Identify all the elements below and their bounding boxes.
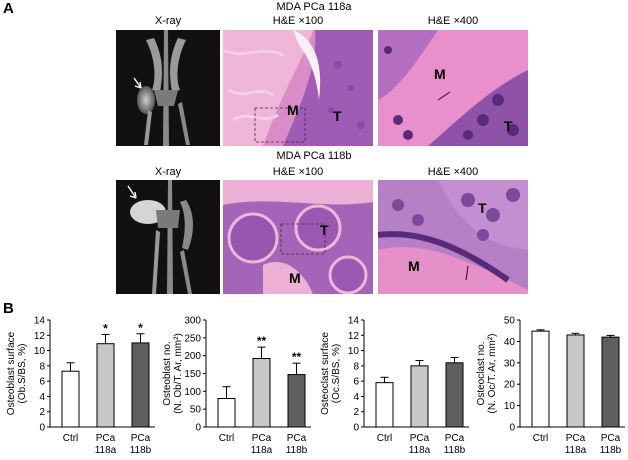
y-tick-label: 0: [39, 423, 45, 434]
y-tick-label: 40: [504, 337, 516, 348]
panel-b-letter: B: [3, 300, 14, 317]
y-tick-label: 4: [39, 392, 45, 403]
category-label-0: Ctrl: [533, 433, 549, 444]
y-tick-label: 14: [348, 316, 360, 327]
y-tick-label: 250: [184, 333, 201, 344]
row2-he100-label: H&E ×100: [272, 166, 324, 178]
y-tick-label: 12: [34, 331, 46, 342]
chart-osteoclast-number: Osteoclast no.(N. Oc/T. Ar, mm²) 0 10 20 30 4…: [476, 316, 625, 456]
row1-he100-image: M T: [223, 30, 373, 146]
bar-0: [217, 397, 236, 428]
y-tick-label: 30: [504, 358, 516, 369]
y-tick-label: 12: [348, 331, 360, 342]
category-sublabel-2: 118b: [130, 445, 152, 456]
category-label-1: PCa: [252, 433, 272, 444]
significance-marker-1: **: [257, 334, 267, 348]
row2-he100-label-t: T: [320, 222, 329, 238]
row2-title: MDA PCa 118b: [276, 150, 352, 162]
y-tick-label: 8: [353, 361, 359, 372]
row2-he100-label-m: M: [289, 270, 301, 286]
category-label-0: Ctrl: [219, 433, 235, 444]
y-tick-label: 10: [34, 346, 46, 357]
y-tick-label: 10: [348, 346, 360, 357]
category-label-2: PCa: [131, 433, 151, 444]
y-tick-label: 10: [504, 401, 516, 412]
row2-he400-label: H&E ×400: [427, 166, 479, 178]
y-tick-label: 50: [504, 316, 516, 327]
category-sublabel-2: 118b: [286, 445, 308, 456]
y-tick-label: 50: [190, 405, 202, 416]
row1-he400-image: M T: [378, 30, 528, 146]
y-tick-label: 0: [195, 423, 201, 434]
bar-0: [531, 330, 550, 428]
row1-he400-label-t: T: [504, 118, 513, 134]
chart-osteoblast-surface: Osteoblast surface(Ob.S/BS, %) 0 2 4 6 8 10 12 1…: [6, 316, 155, 456]
category-label-2: PCa: [445, 433, 465, 444]
y-tick-label: 200: [184, 351, 201, 362]
y-axis-label: Osteoblast surface(Ob.S/BS, %): [6, 331, 28, 415]
y-axis-label: Osteoblast no.(N. Ob/T. Ar, mm²): [162, 333, 184, 414]
y-tick-label: 8: [39, 361, 45, 372]
category-label-0: Ctrl: [63, 433, 79, 444]
chart-osteoblast-number: Osteoblast no.(N. Ob/T. Ar, mm²) 0 50 100 15…: [162, 316, 311, 456]
row1-xray-label: X-ray: [154, 15, 182, 27]
category-label-1: PCa: [410, 433, 430, 444]
category-label-2: PCa: [601, 433, 621, 444]
y-tick-label: 20: [504, 380, 516, 391]
significance-marker-2: **: [292, 350, 302, 364]
bar-1: [252, 358, 271, 428]
row2-he400-label-t: T: [478, 200, 487, 216]
y-tick-label: 0: [509, 423, 515, 434]
category-sublabel-1: 118a: [409, 445, 431, 456]
bar-2: [445, 362, 464, 428]
bar-2: [131, 342, 150, 428]
category-label-0: Ctrl: [377, 433, 393, 444]
y-tick-label: 100: [184, 387, 201, 398]
chart-osteoclast-surface: Osteoclast surface(Oc.S/BS, %) 0 2 4 6 8 10 12 1…: [320, 316, 469, 456]
y-tick-label: 14: [34, 316, 46, 327]
bar-1: [410, 365, 429, 428]
bar-1: [566, 334, 585, 428]
category-sublabel-1: 118a: [565, 445, 587, 456]
y-axis-label: Osteoclast surface(Oc.S/BS, %): [320, 332, 342, 415]
y-tick-label: 6: [39, 377, 45, 388]
bar-0: [375, 382, 394, 428]
category-label-1: PCa: [566, 433, 586, 444]
y-tick-label: 300: [184, 316, 201, 327]
bar-2: [601, 336, 620, 428]
category-label-1: PCa: [96, 433, 116, 444]
row2-he400-label-m: M: [408, 258, 420, 274]
y-axis-label: Osteoclast no.(N. Oc/T. Ar, mm²): [476, 334, 498, 414]
row2-xray-image: [116, 180, 220, 294]
category-sublabel-2: 118b: [444, 445, 466, 456]
row1-he100-label-m: M: [287, 102, 299, 118]
bar-0: [61, 370, 80, 428]
row1-he400-label: H&E ×400: [427, 15, 479, 27]
row1-xray-image: [116, 30, 220, 146]
y-tick-label: 4: [353, 392, 359, 403]
y-tick-label: 6: [353, 377, 359, 388]
bar-1: [96, 343, 115, 428]
category-sublabel-1: 118a: [251, 445, 273, 456]
row2-he400-image: T M: [378, 180, 528, 294]
significance-marker-2: *: [138, 321, 143, 335]
category-sublabel-1: 118a: [95, 445, 117, 456]
row1-he100-label-t: T: [333, 108, 342, 124]
y-tick-label: 2: [353, 407, 359, 418]
y-tick-label: 2: [39, 407, 45, 418]
y-tick-label: 0: [353, 423, 359, 434]
category-sublabel-2: 118b: [600, 445, 622, 456]
bar-2: [287, 374, 306, 428]
significance-marker-1: *: [103, 322, 108, 336]
category-label-2: PCa: [287, 433, 307, 444]
panel-a-letter: A: [3, 0, 14, 17]
row1-he100-label: H&E ×100: [272, 15, 324, 27]
row1-he400-label-m: M: [434, 66, 446, 82]
row2-he100-image: T M: [223, 180, 373, 294]
y-tick-label: 150: [184, 369, 201, 380]
row2-xray-label: X-ray: [154, 166, 182, 178]
row1-title: MDA PCa 118a: [276, 1, 352, 13]
